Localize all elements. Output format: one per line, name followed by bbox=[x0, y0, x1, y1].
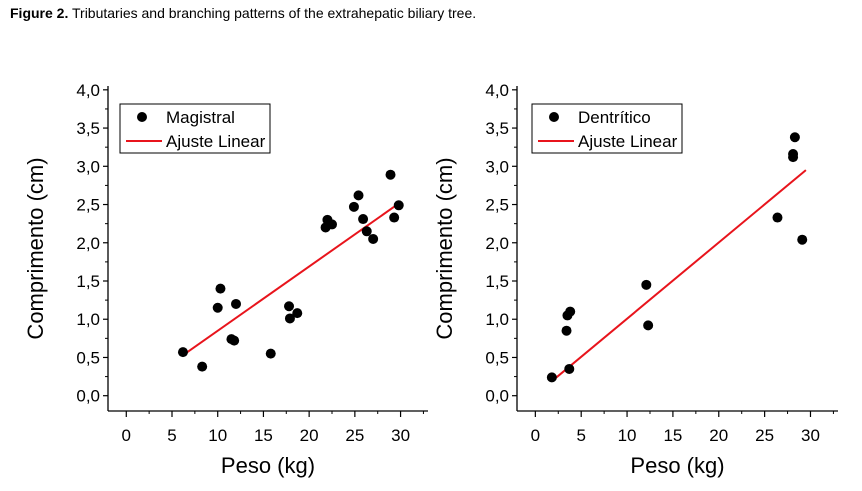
legend-marker-points bbox=[137, 112, 147, 122]
legend-label-points: Magistral bbox=[166, 108, 235, 127]
x-tick-label: 15 bbox=[254, 426, 273, 445]
y-tick-label: 1,0 bbox=[485, 310, 509, 329]
legend-label-points: Dentrítico bbox=[578, 108, 651, 127]
x-tick-label: 20 bbox=[709, 426, 728, 445]
data-point bbox=[546, 372, 557, 383]
figure-caption: Figure 2. Tributaries and branching patt… bbox=[10, 5, 476, 21]
data-point bbox=[348, 201, 359, 212]
y-axis-label: Comprimento (cm) bbox=[23, 157, 48, 339]
x-tick-label: 5 bbox=[167, 426, 176, 445]
data-point bbox=[561, 325, 572, 336]
x-tick-label: 15 bbox=[663, 426, 682, 445]
y-tick-label: 3,0 bbox=[76, 157, 100, 176]
y-tick-label: 2,5 bbox=[76, 196, 100, 215]
y-tick-label: 2,0 bbox=[485, 234, 509, 253]
fit-line bbox=[551, 169, 807, 382]
y-axis-label: Comprimento (cm) bbox=[432, 157, 457, 339]
y-tick-label: 0,0 bbox=[485, 387, 509, 406]
y-tick-label: 3,5 bbox=[485, 119, 509, 138]
y-tick-label: 4,0 bbox=[76, 81, 100, 100]
data-point bbox=[265, 348, 276, 359]
x-axis-label: Peso (kg) bbox=[221, 453, 315, 478]
data-point bbox=[215, 283, 226, 294]
x-tick-label: 20 bbox=[300, 426, 319, 445]
data-point bbox=[772, 212, 783, 223]
x-tick-label: 10 bbox=[208, 426, 227, 445]
data-point bbox=[229, 335, 240, 346]
y-tick-label: 1,0 bbox=[76, 310, 100, 329]
data-point bbox=[797, 234, 808, 245]
y-tick-label: 4,0 bbox=[485, 81, 509, 100]
data-point bbox=[385, 169, 396, 180]
data-point bbox=[361, 226, 372, 237]
y-tick-label: 1,5 bbox=[76, 272, 100, 291]
data-point bbox=[292, 308, 303, 319]
data-point bbox=[231, 298, 241, 309]
y-tick-label: 1,5 bbox=[485, 272, 509, 291]
legend-label-fit: Ajuste Linear bbox=[166, 132, 266, 151]
figure-label: Figure 2. bbox=[10, 5, 69, 21]
x-tick-label: 30 bbox=[801, 426, 820, 445]
data-point bbox=[789, 132, 800, 143]
y-tick-label: 0,5 bbox=[485, 348, 509, 367]
data-point bbox=[358, 214, 369, 225]
data-point bbox=[353, 190, 364, 201]
data-point bbox=[393, 200, 404, 211]
y-tick-label: 3,0 bbox=[485, 157, 509, 176]
x-tick-label: 30 bbox=[391, 426, 410, 445]
data-point bbox=[284, 313, 295, 324]
data-point bbox=[643, 320, 654, 331]
data-point bbox=[641, 279, 652, 290]
legend-marker-points bbox=[549, 112, 559, 122]
data-point bbox=[212, 302, 223, 313]
x-tick-label: 0 bbox=[122, 426, 131, 445]
data-point bbox=[197, 361, 208, 372]
y-tick-label: 2,5 bbox=[485, 196, 509, 215]
y-tick-label: 3,5 bbox=[76, 119, 100, 138]
legend-label-fit: Ajuste Linear bbox=[578, 132, 678, 151]
data-point bbox=[565, 306, 576, 317]
figure-caption-text: Tributaries and branching patterns of th… bbox=[72, 5, 477, 21]
data-point bbox=[788, 149, 799, 160]
legend-box bbox=[531, 103, 683, 154]
legend-box bbox=[119, 103, 271, 154]
y-tick-label: 2,0 bbox=[76, 234, 100, 253]
data-point bbox=[284, 301, 295, 312]
data-point bbox=[327, 219, 337, 230]
x-tick-label: 25 bbox=[755, 426, 774, 445]
y-tick-label: 0,0 bbox=[76, 387, 100, 406]
data-point bbox=[368, 233, 379, 244]
data-point bbox=[177, 347, 188, 358]
data-point bbox=[564, 363, 575, 374]
y-tick-label: 0,5 bbox=[76, 348, 100, 367]
x-tick-label: 10 bbox=[618, 426, 637, 445]
data-point bbox=[389, 212, 400, 223]
x-axis-label: Peso (kg) bbox=[630, 453, 724, 478]
x-tick-label: 25 bbox=[345, 426, 364, 445]
x-tick-label: 0 bbox=[531, 426, 540, 445]
x-tick-label: 5 bbox=[576, 426, 585, 445]
